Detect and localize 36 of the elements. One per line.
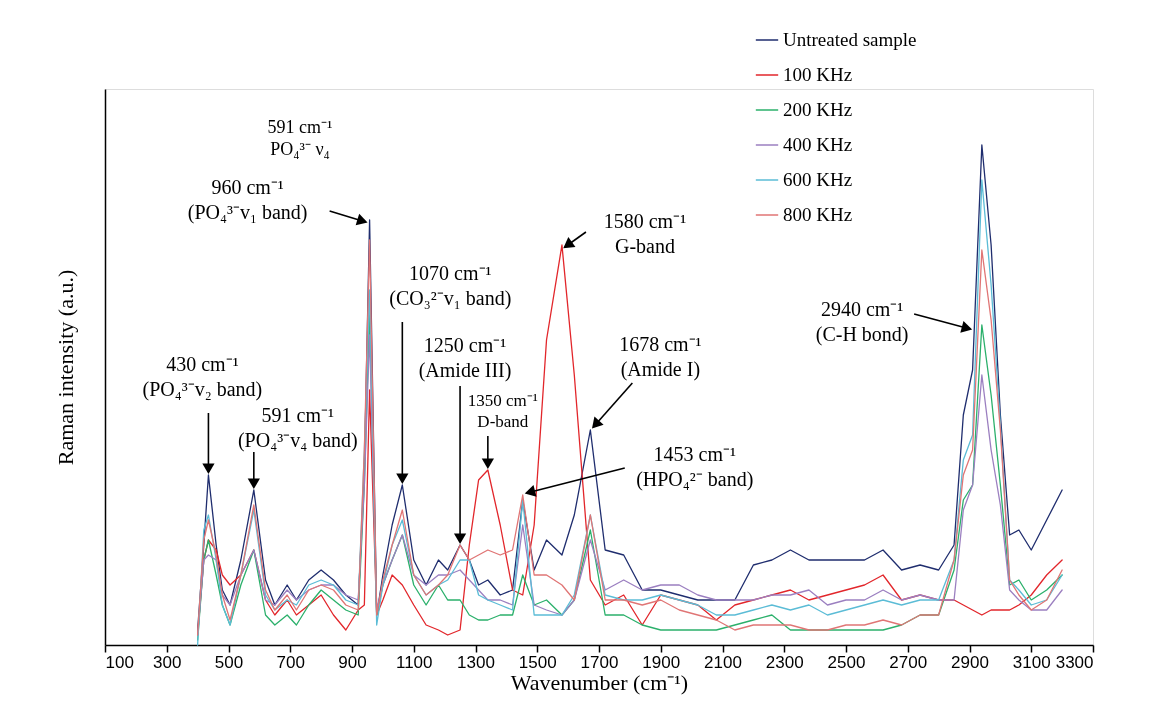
annotation: 960 cm⁻¹ (PO₄³⁻v₁ band) <box>187 176 308 224</box>
annotation: 1250 cm⁻¹ (Amide III) <box>418 334 512 382</box>
x-tick-label: 2100 <box>704 652 742 672</box>
x-tick-label: 1500 <box>518 652 557 672</box>
x-tick-label: 3300 <box>1055 652 1094 672</box>
legend-label: 200 KHz <box>783 99 853 120</box>
legend-label: 600 KHz <box>783 169 853 190</box>
legend-label: 800 KHz <box>783 204 853 225</box>
annotation: 1678 cm⁻¹ (Amide I) <box>619 333 702 381</box>
x-tick-label: 1300 <box>457 652 495 672</box>
annotation: 1350 cm⁻¹ D-band <box>467 391 538 431</box>
annotation: 430 cm⁻¹ (PO₄³⁻v₂ band) <box>142 353 263 401</box>
x-tick-label: 500 <box>214 652 244 672</box>
x-tick-label: 300 <box>153 652 182 672</box>
legend-label: 100 KHz <box>783 64 853 85</box>
annotation: 1070 cm⁻¹ (CO₃²⁻v₁ band) <box>389 262 512 310</box>
x-tick-label: 1100 <box>395 652 433 672</box>
legend-label: Untreated sample <box>783 29 917 50</box>
x-tick-label: 100 <box>105 652 134 672</box>
legend-label: 400 KHz <box>783 134 853 155</box>
annotation: 591 cm⁻¹ (PO₄³⁻v₄ band) <box>237 404 358 452</box>
x-tick-label: 2500 <box>827 652 866 672</box>
x-tick-label: 1900 <box>642 652 681 672</box>
x-tick-label: 900 <box>338 652 367 672</box>
y-axis-title: Raman intensity (a.u.) <box>52 269 78 466</box>
x-axis-title: Wavenumber (cm⁻¹) <box>510 669 689 695</box>
x-tick-label: 3100 <box>1012 652 1051 672</box>
annotation: 1453 cm⁻¹ (HPO₄²⁻ band) <box>636 443 754 491</box>
x-tick-label: 700 <box>276 652 305 672</box>
x-tick-label: 2900 <box>951 652 989 672</box>
annotation: 591 cm⁻¹ PO₄³⁻ ν₄ <box>267 117 333 159</box>
x-tick-label: 1700 <box>580 652 619 672</box>
x-tick-label: 2300 <box>765 652 804 672</box>
annotation: 2940 cm⁻¹ (C-H bond) <box>815 298 909 346</box>
annotation: 1580 cm⁻¹ G-band <box>603 210 687 257</box>
x-tick-label: 2700 <box>889 652 928 672</box>
